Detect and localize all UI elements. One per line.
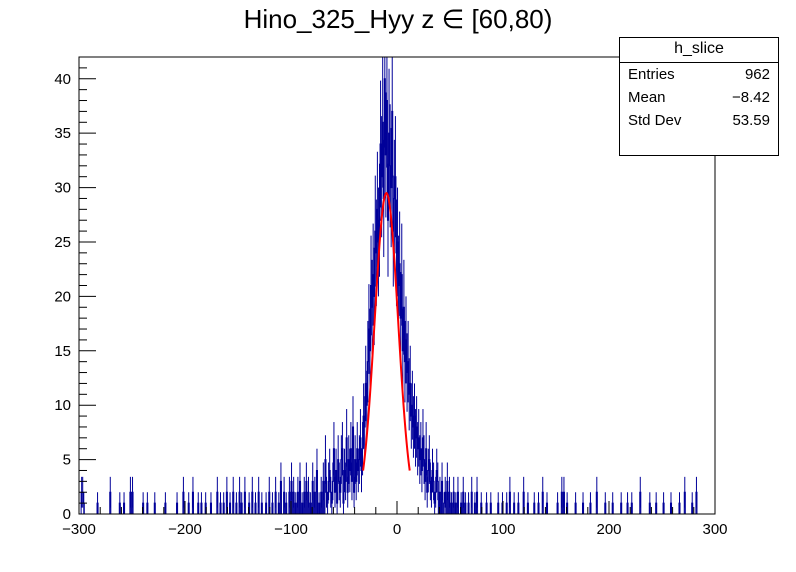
x-tick-label: −100	[274, 521, 308, 538]
stats-value: 53.59	[732, 112, 770, 129]
y-tick-label: 0	[63, 506, 71, 523]
y-tick-label: 5	[63, 452, 71, 469]
stats-row-stddev: Std Dev 53.59	[620, 109, 778, 132]
stats-label: Mean	[628, 89, 666, 106]
chart-title: Hino_325_Hyy z ∈ [60,80)	[243, 4, 553, 34]
y-tick-label: 10	[54, 397, 71, 414]
stats-row-entries: Entries 962	[620, 63, 778, 86]
x-tick-label: 300	[702, 521, 727, 538]
x-tick-label: 200	[596, 521, 621, 538]
stats-value: −8.42	[732, 89, 770, 106]
fit-curve	[362, 191, 411, 471]
stats-label: Entries	[628, 66, 675, 83]
y-tick-label: 35	[54, 125, 71, 142]
gaussian-fit-line	[362, 191, 411, 471]
stats-title: h_slice	[620, 38, 778, 63]
stats-box: h_slice Entries 962 Mean −8.42 Std Dev 5…	[619, 37, 779, 156]
x-tick-label: −300	[62, 521, 96, 538]
y-tick-label: 30	[54, 180, 71, 197]
y-tick-label: 25	[54, 234, 71, 251]
y-tick-label: 20	[54, 288, 71, 305]
y-tick-label: 40	[54, 71, 71, 88]
stats-row-mean: Mean −8.42	[620, 86, 778, 109]
x-tick-label: 100	[490, 521, 515, 538]
stats-value: 962	[744, 66, 770, 83]
y-tick-label: 15	[54, 343, 71, 360]
x-tick-label: 0	[393, 521, 401, 538]
axes: −300 −200 −100 0 100 200 300 0 5 10 15 20 25 30 35 40	[54, 56, 728, 538]
stats-label: Std Dev	[628, 112, 682, 129]
x-tick-label: −200	[168, 521, 202, 538]
